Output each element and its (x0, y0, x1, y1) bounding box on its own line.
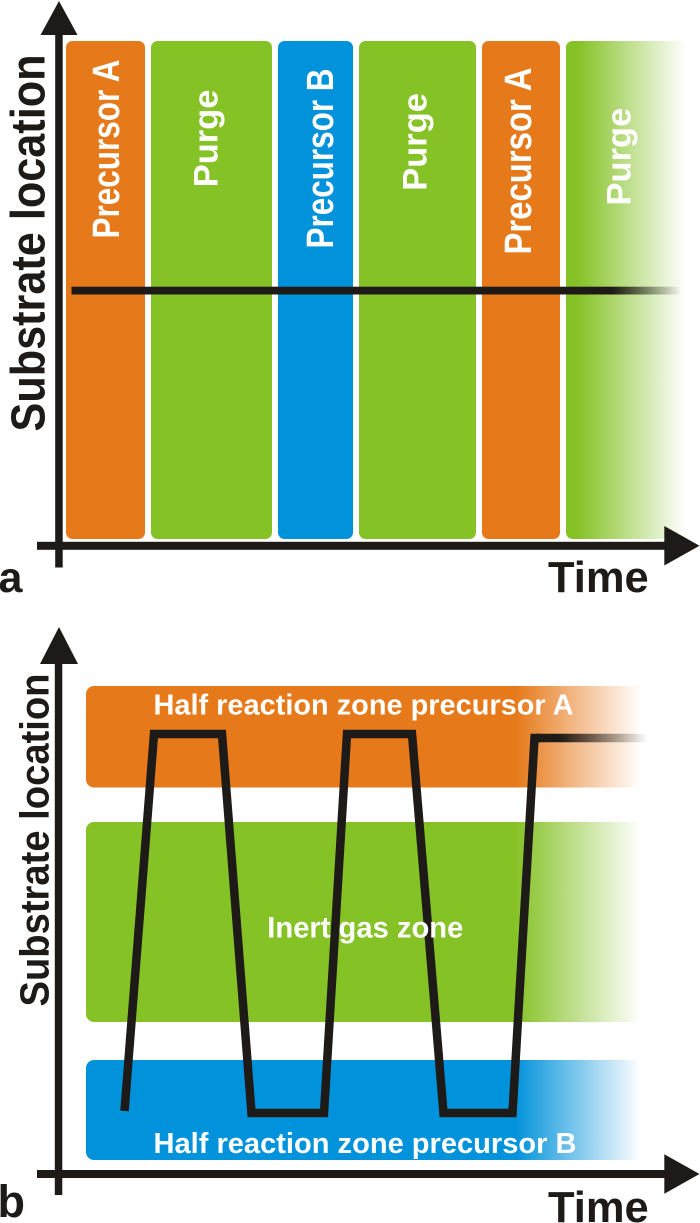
svg-text:b: b (0, 1176, 25, 1223)
svg-text:Time: Time (548, 1184, 649, 1223)
svg-text:Purge: Purge (188, 90, 226, 188)
svg-text:Purge: Purge (601, 108, 639, 206)
svg-text:Purge: Purge (397, 93, 435, 191)
svg-text:Half reaction zone precursor A: Half reaction zone precursor A (154, 690, 574, 722)
svg-text:Substrate location: Substrate location (3, 55, 56, 432)
svg-text:Precursor B: Precursor B (300, 69, 342, 249)
svg-text:Precursor A: Precursor A (86, 60, 128, 239)
svg-text:Precursor A: Precursor A (498, 68, 540, 255)
svg-text:Substrate location: Substrate location (12, 674, 58, 1007)
svg-text:Half reaction zone precursor B: Half reaction zone precursor B (154, 1128, 577, 1160)
svg-text:a: a (0, 554, 24, 602)
svg-text:Inert gas zone: Inert gas zone (267, 912, 463, 945)
svg-text:Time: Time (548, 554, 649, 602)
